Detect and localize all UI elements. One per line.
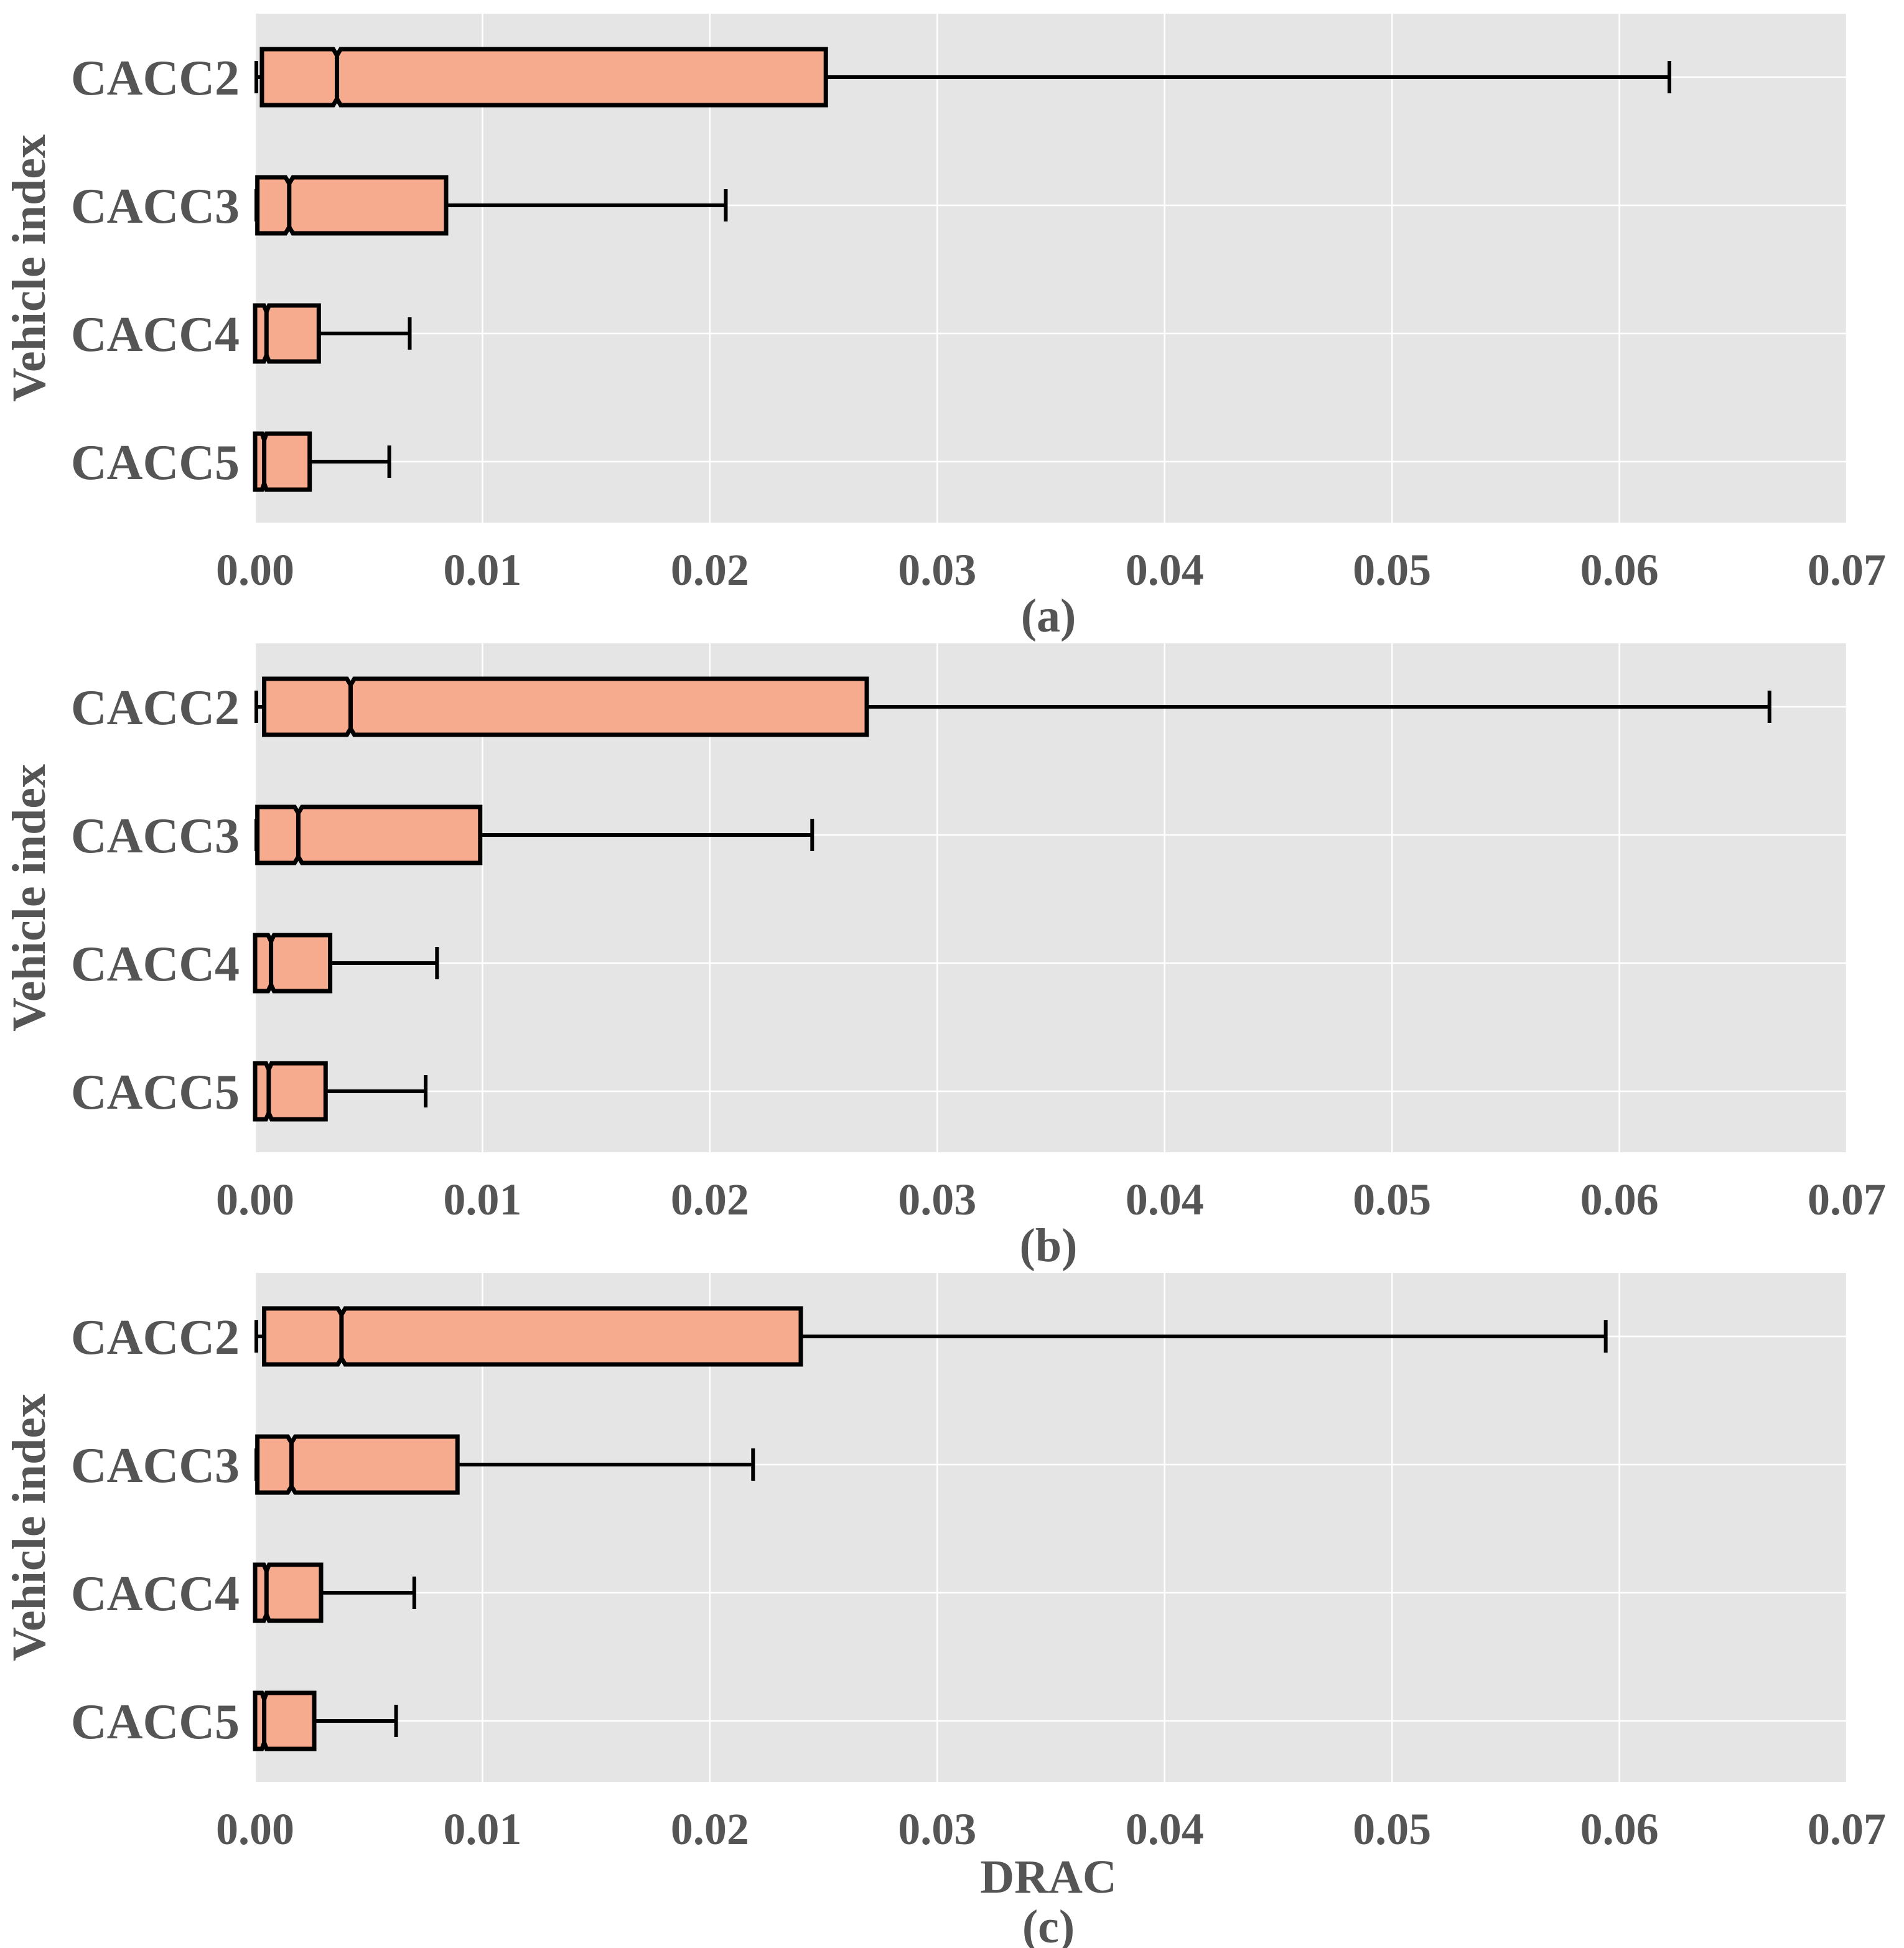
x-tick-label: 0.02 <box>671 1804 749 1854</box>
x-tick-label: 0.00 <box>216 1804 294 1854</box>
box-cacc4 <box>253 933 439 994</box>
x-tick-label: 0.02 <box>671 545 749 595</box>
iqr-box <box>255 1434 460 1495</box>
x-tick-label: 0.00 <box>216 1175 294 1224</box>
x-tick-label: 0.05 <box>1353 545 1431 595</box>
iqr-box <box>262 1306 803 1367</box>
y-tick-label: CACC4 <box>71 1567 240 1621</box>
panel-1: 0.00 0.01 0.02 0.03 0.04 0.05 0.06 0.07 CACC2 CAC… <box>3 14 1886 642</box>
x-tick-label: 0.00 <box>216 545 294 595</box>
x-tick-label: 0.06 <box>1580 545 1659 595</box>
iqr-box <box>253 1690 317 1751</box>
x-tick-label: 0.06 <box>1580 1804 1659 1854</box>
x-tick-label: 0.01 <box>443 1175 521 1224</box>
box-cacc2 <box>254 1306 1608 1367</box>
y-tick-label: CACC4 <box>71 937 240 992</box>
y-tick-label: CACC2 <box>71 681 240 735</box>
x-tick-label: 0.05 <box>1353 1175 1431 1224</box>
box-cacc2 <box>254 47 1671 108</box>
box-cacc4 <box>253 1562 416 1623</box>
x-tick-label: 0.04 <box>1126 1804 1204 1854</box>
panel-3: 0.00 0.01 0.02 0.03 0.04 0.05 0.06 0.07 CACC2 CAC… <box>3 1273 1886 1948</box>
x-tick-label: 0.01 <box>443 545 521 595</box>
x-tick-label: 0.06 <box>1580 1175 1659 1224</box>
x-tick-label: 0.04 <box>1126 1175 1204 1224</box>
y-tick-label: CACC3 <box>71 179 240 234</box>
iqr-box <box>253 933 333 994</box>
x-tick-label: 0.03 <box>898 1175 976 1224</box>
y-tick-label: CACC2 <box>71 51 240 106</box>
box-cacc4 <box>253 303 412 364</box>
box-cacc5 <box>253 1690 398 1751</box>
x-tick-label: 0.03 <box>898 545 976 595</box>
x-tick-label: 0.07 <box>1808 1804 1886 1854</box>
y-tick-label: CACC2 <box>71 1310 240 1365</box>
y-tick-label: CACC3 <box>71 1438 240 1493</box>
iqr-box <box>253 303 321 364</box>
iqr-box <box>253 1061 328 1122</box>
x-tick-label: 0.03 <box>898 1804 976 1854</box>
iqr-box <box>259 47 828 108</box>
y-axis-label: Vehicle index <box>3 134 55 402</box>
x-tick-label: 0.02 <box>671 1175 749 1224</box>
x-tick-label: 0.05 <box>1353 1804 1431 1854</box>
x-tick-label: 0.04 <box>1126 545 1204 595</box>
panel-label: (a) <box>1021 590 1076 642</box>
y-tick-label: CACC5 <box>71 1065 240 1120</box>
box-cacc3 <box>254 804 814 865</box>
panel-label: (b) <box>1020 1219 1078 1272</box>
y-axis-label: Vehicle index <box>3 1394 55 1661</box>
y-tick-label: CACC5 <box>71 1695 240 1750</box>
box-cacc2 <box>254 676 1771 737</box>
x-tick-label: 0.01 <box>443 1804 521 1854</box>
box-cacc5 <box>253 1061 428 1122</box>
iqr-box <box>262 676 869 737</box>
x-tick-label: 0.07 <box>1808 1175 1886 1224</box>
box-cacc5 <box>253 431 391 492</box>
y-axis-label: Vehicle index <box>3 764 55 1032</box>
iqr-box <box>253 1562 324 1623</box>
iqr-box <box>253 431 312 492</box>
y-tick-label: CACC4 <box>71 307 240 362</box>
y-tick-label: CACC5 <box>71 436 240 490</box>
iqr-box <box>255 804 483 865</box>
x-axis-label: DRAC <box>980 1851 1117 1903</box>
iqr-box <box>255 175 449 236</box>
box-cacc3 <box>254 175 728 236</box>
box-cacc3 <box>254 1434 755 1495</box>
x-tick-label: 0.07 <box>1808 545 1886 595</box>
panel-label: (c) <box>1022 1901 1075 1948</box>
panel-2: 0.00 0.01 0.02 0.03 0.04 0.05 0.06 0.07 CACC2 CAC… <box>3 643 1886 1272</box>
y-tick-label: CACC3 <box>71 809 240 864</box>
